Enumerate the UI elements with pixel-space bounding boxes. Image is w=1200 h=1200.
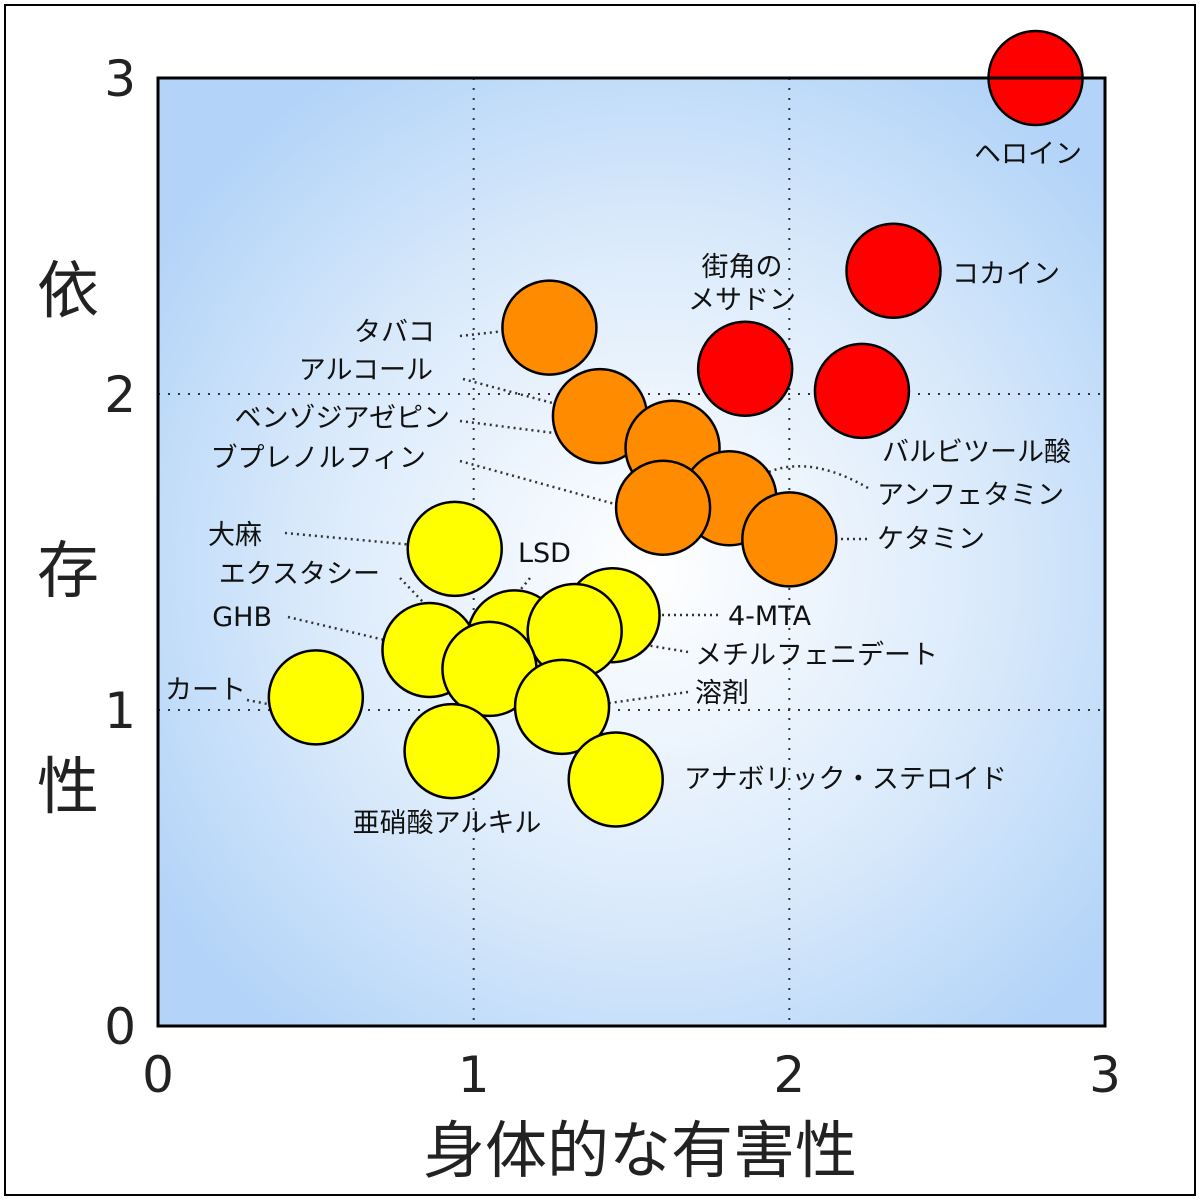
point-label: ヘロイン [974, 139, 1082, 170]
data-point [513, 658, 611, 756]
point-label: バルビツール酸 [882, 437, 1071, 468]
point-label: 4-MTA [728, 601, 812, 632]
point-label: タバコ [354, 317, 435, 348]
point-label: 街角のメサドン [688, 252, 796, 316]
x-tick-label: 3 [1089, 1046, 1121, 1104]
y-tick-label: 2 [104, 366, 136, 424]
point-label: LSD [518, 538, 571, 569]
point-label: カート [165, 675, 246, 706]
point-label: ケタミン [877, 524, 985, 555]
data-point [813, 342, 911, 440]
y-axis-label-char: 性 [37, 750, 99, 823]
y-axis-label: 依 存 性 [37, 254, 99, 823]
data-point [406, 500, 503, 598]
point-label: 亜硝酸アルキル [353, 808, 542, 839]
y-tick-label: 1 [104, 682, 136, 740]
point-label: ベンゾジアゼピン [235, 403, 450, 434]
plot-area [158, 78, 1105, 1026]
y-axis-label-char: 存 [37, 534, 99, 607]
point-label: 大麻 [208, 520, 262, 551]
point-label: 溶剤 [695, 678, 749, 709]
data-point [741, 491, 838, 588]
point-label: アルコール [299, 355, 433, 386]
data-point [501, 279, 598, 376]
grid-lines [158, 78, 1105, 1026]
data-point [403, 702, 500, 800]
x-axis-label: 身体的な有害性 [423, 1114, 857, 1187]
y-axis-label-char: 依 [37, 254, 99, 327]
leader-line [459, 459, 648, 515]
point-label: エクスタシー [219, 559, 380, 590]
point-label: GHB [212, 602, 272, 633]
tick-labels: 0 1 2 3 0 1 2 3 [104, 50, 1121, 1104]
y-tick-label: 0 [104, 998, 136, 1056]
data-points [267, 29, 1084, 828]
plot-border [156, 76, 1107, 1028]
leader-line [503, 577, 531, 611]
point-label: ブプレノルフィン [211, 443, 426, 474]
point-label: メチルフェニデート [695, 640, 938, 671]
x-tick-label: 1 [458, 1046, 490, 1104]
x-tick-label: 2 [773, 1046, 805, 1104]
data-point [845, 222, 942, 320]
data-point [696, 320, 794, 417]
point-label: コカイン [952, 259, 1060, 290]
x-tick-label: 0 [142, 1046, 174, 1104]
data-point [614, 459, 712, 557]
point-label: アナボリック・ステロイド [684, 764, 1007, 795]
y-tick-label: 3 [104, 50, 136, 108]
data-point [267, 649, 365, 746]
data-point [567, 731, 664, 828]
leader-line [287, 615, 419, 650]
point-label: アンフェタミン [877, 480, 1064, 511]
